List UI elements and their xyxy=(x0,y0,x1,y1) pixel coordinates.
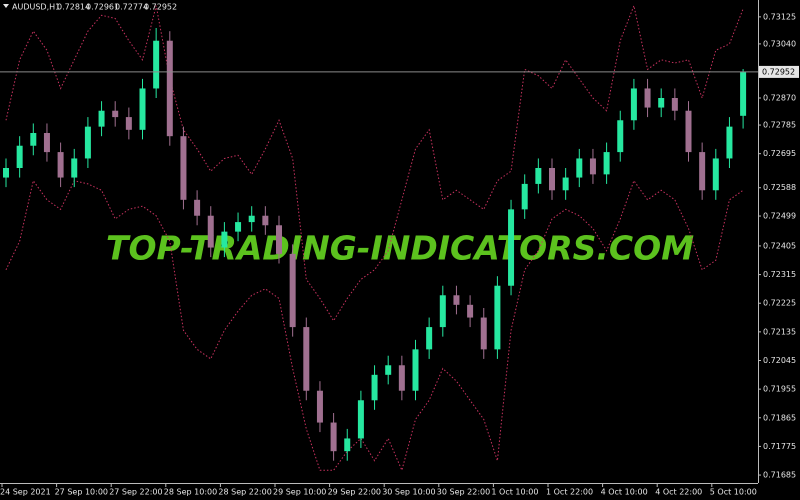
y-tick-label: 0.71685 xyxy=(763,471,796,480)
candle-body xyxy=(617,120,624,153)
y-tick-label: 0.72870 xyxy=(763,94,796,103)
candle-body xyxy=(412,349,419,391)
candle-body xyxy=(16,145,23,168)
candle-body xyxy=(426,327,433,350)
candle-body xyxy=(125,117,132,130)
candle-body xyxy=(453,295,460,305)
y-tick-label: 0.71775 xyxy=(763,442,796,451)
candle-body xyxy=(330,422,337,452)
candle-body xyxy=(262,215,269,226)
y-tick-label: 0.72315 xyxy=(763,270,796,279)
symbol: AUDUSD,H1 xyxy=(12,3,60,12)
candle-body xyxy=(221,231,228,248)
candle-body xyxy=(316,390,323,423)
candle-body xyxy=(84,126,91,159)
x-tick-label: 4 Oct 22:00 xyxy=(655,488,702,497)
x-tick-label: 28 Sep 22:00 xyxy=(218,488,271,497)
y-tick-label: 0.72499 xyxy=(763,212,796,221)
candle-body xyxy=(589,158,596,175)
x-tick-label: 29 Sep 22:00 xyxy=(328,488,381,497)
y-tick-label: 0.72045 xyxy=(763,356,796,365)
watermark: TOP-TRADING-INDICATORS.COM xyxy=(106,229,694,268)
candle-body xyxy=(630,88,637,121)
candle-body xyxy=(699,152,706,191)
candle-body xyxy=(521,183,528,210)
x-tick-label: 27 Sep 22:00 xyxy=(109,488,162,497)
candle-body xyxy=(98,110,105,127)
y-tick-label: 0.72785 xyxy=(763,121,796,130)
candle-body xyxy=(494,285,501,350)
header-open: 0.72814 xyxy=(57,3,90,12)
candle-body xyxy=(671,98,678,111)
envelope-band xyxy=(5,179,744,472)
header-close: 0.72952 xyxy=(144,3,177,12)
y-tick-label: 0.71865 xyxy=(763,413,796,422)
candle-body xyxy=(658,98,665,108)
candle-body xyxy=(57,152,64,178)
header-low: 0.72774 xyxy=(115,3,148,12)
candle-body xyxy=(740,71,747,116)
candle-body xyxy=(357,400,364,439)
candle-body xyxy=(562,177,569,191)
candle-body xyxy=(467,304,474,318)
candle-body xyxy=(139,88,146,130)
candle-body xyxy=(371,374,378,401)
candle-body xyxy=(248,215,255,223)
x-tick-label: 28 Sep 10:00 xyxy=(164,488,217,497)
candle-body xyxy=(235,222,242,232)
x-tick-label: 24 Sep 2021 xyxy=(0,488,51,497)
x-tick-label: 1 Oct 22:00 xyxy=(546,488,593,497)
price-label-box xyxy=(759,65,799,78)
x-tick-label: 29 Sep 10:00 xyxy=(273,488,326,497)
candle-body xyxy=(153,40,160,89)
y-tick-label: 0.72225 xyxy=(763,299,796,308)
candle-body xyxy=(439,295,446,328)
candle-body xyxy=(43,133,50,153)
y-tick-label: 0.72135 xyxy=(763,327,796,336)
candle-body xyxy=(644,88,651,108)
x-tick-label: 4 Oct 10:00 xyxy=(601,488,648,497)
candle-body xyxy=(289,253,296,328)
candle-body xyxy=(3,168,9,178)
candle-body xyxy=(726,126,733,159)
candle-body xyxy=(71,158,78,178)
candle-body xyxy=(398,365,405,391)
candle-body xyxy=(535,168,542,184)
candle-body xyxy=(480,317,487,350)
y-tick-label: 0.73040 xyxy=(763,39,796,48)
candle-body xyxy=(385,365,392,375)
candle-body xyxy=(180,136,187,200)
candle-body xyxy=(712,158,719,191)
candle-body xyxy=(508,209,515,286)
candle-body xyxy=(112,110,119,118)
candle-body xyxy=(303,327,310,391)
candle-body xyxy=(685,110,692,153)
x-tick-label: 30 Sep 22:00 xyxy=(437,488,490,497)
candle-body xyxy=(30,133,37,146)
candle-body xyxy=(194,199,201,216)
candle-body xyxy=(576,158,583,178)
price-label: 0.72952 xyxy=(762,67,795,76)
candle-body xyxy=(549,168,555,191)
y-tick-label: 0.72695 xyxy=(763,149,796,158)
x-tick-label: 5 Oct 10:00 xyxy=(710,488,757,497)
x-tick-label: 30 Sep 10:00 xyxy=(382,488,435,497)
candle-body xyxy=(166,40,173,137)
candle-body xyxy=(207,215,214,248)
x-tick-label: 1 Oct 10:00 xyxy=(491,488,538,497)
y-tick-label: 0.72588 xyxy=(763,183,796,192)
candle-body xyxy=(276,225,282,254)
y-tick-label: 0.72405 xyxy=(763,241,796,250)
y-tick-label: 0.71955 xyxy=(763,385,796,394)
candle-body xyxy=(603,152,610,175)
header-high: 0.72961 xyxy=(86,3,119,12)
y-tick-label: 0.73125 xyxy=(763,12,796,21)
x-tick-label: 27 Sep 10:00 xyxy=(55,488,108,497)
header-arrow xyxy=(3,4,9,8)
candle-body xyxy=(344,438,351,452)
